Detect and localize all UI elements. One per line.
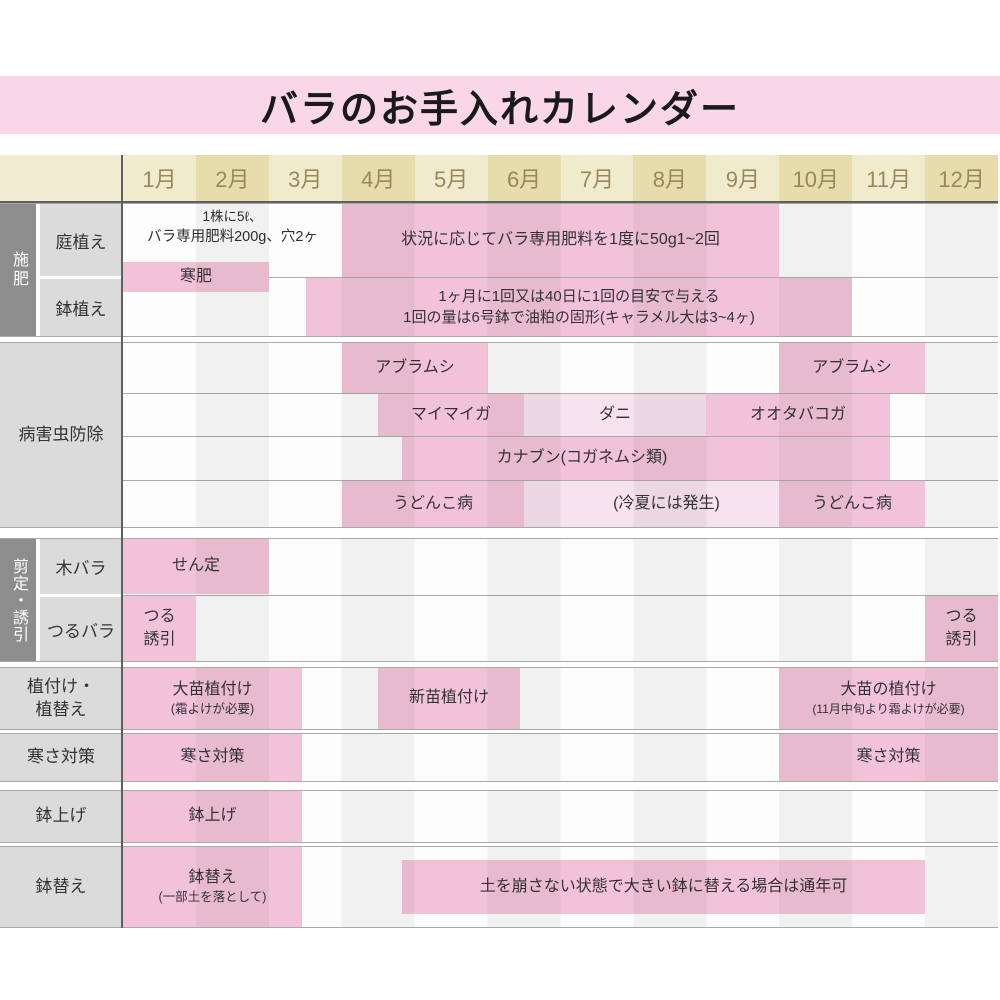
planting-label-line1: 植付け・ [27,676,95,696]
row-label-garden-planted: 庭植え [40,204,122,276]
section-label-planting: 植付け・ 植替え [0,668,122,729]
band-mildew-autumn: うどんこ病 [779,481,925,527]
month-cell-apr: 4月 [341,155,415,201]
month-cell-mar: 3月 [268,155,342,201]
month-cell-jan: 1月 [123,155,196,201]
band-pot-fertilizer: 1ヶ月に1回又は40日に1回の目安で与える 1回の量は6号鉢で油粕の固形(キャラ… [306,278,852,336]
label-column-divider [121,155,123,928]
training-jan-line1: つる [143,608,176,626]
month-cell-sep: 9月 [706,155,780,201]
band-potting-up: 鉢上げ [123,791,302,842]
training-jan-line2: 誘引 [143,630,176,648]
section-fertilizing: 施肥 庭植え 鉢植え 1株に5ℓ、 バラ専用肥料200g、穴2ヶ 状況に応じてバ… [0,203,998,337]
band-aphid-autumn: アブラムシ [779,343,925,393]
row-divider [122,480,998,481]
band-repotting-anytime-note: 土を崩さない状態で大きい鉢に替える場合は通年可 [402,860,925,914]
row-divider [122,436,998,437]
training-dec-line1: つる [945,608,978,626]
repotting-winter-line2: (一部土を落として) [158,890,267,905]
row-label-tree-rose: 木バラ [40,539,122,594]
band-repotting-winter: 鉢替え (一部土を落として) [123,847,302,927]
band-gypsy-moth: マイマイガ [378,394,524,436]
band-garden-fertilizer-apr-sep: 状況に応じてバラ専用肥料を1度に50g1~2回 [342,204,779,277]
section-repotting: 鉢替え 鉢替え (一部土を落として) 土を崩さない状態で大きい鉢に替える場合は通… [0,846,998,928]
section-cold-protection: 寒さ対策 寒さ対策 寒さ対策 [0,733,998,782]
month-cell-jul: 7月 [560,155,634,201]
group-label-fertilizing: 施肥 [0,204,36,336]
page-title: バラのお手入れカレンダー [259,88,740,131]
row-label-climbing-rose: つるバラ [40,597,122,661]
band-scarab-beetle: カナブン(コガネムシ類) [402,437,890,480]
pot-fertilizer-line1: 1ヶ月に1回又は40日に1回の目安で与える [438,288,720,305]
month-header-row: 1月 2月 3月 4月 5月 6月 7月 8月 9月 10月 11月 12月 [0,155,999,201]
header-corner-cell [0,155,123,201]
band-large-seedling-winter: 大苗植付け (霜よけが必要) [123,668,302,729]
mildew-note-label: (冷夏には発生) [613,494,720,512]
band-mildew-summer-note: (冷夏には発生) [524,481,779,527]
garden-fertilizer-note-line2: バラ専用肥料200g、穴2ヶ [147,229,318,246]
month-cell-dec: 12月 [925,155,999,201]
large-seedling-autumn-line1: 大苗の植付け [840,680,937,698]
section-planting-repotting: 植付け・ 植替え 大苗植付け (霜よけが必要) 新苗植付け 大苗の植付け (11… [0,667,998,730]
section-label-repotting: 鉢替え [0,847,122,927]
band-aphid-spring: アブラムシ [342,343,488,393]
band-cold-protection-autumn: 寒さ対策 [779,734,998,781]
section-pest-control: 病害虫防除 アブラムシ アブラムシ マイマイガ ダニ オオタバコガ カナブン(コ… [0,342,998,528]
month-cell-feb: 2月 [195,155,269,201]
planting-label-line2: 植替え [35,699,87,719]
month-cell-jun: 6月 [487,155,561,201]
repotting-winter-line1: 鉢替え [188,869,237,887]
month-cell-may: 5月 [414,155,488,201]
garden-fertilizer-note: 1株に5ℓ、 バラ専用肥料200g、穴2ヶ [123,207,342,248]
page-title-band: バラのお手入れカレンダー [0,76,1000,134]
band-large-seedling-autumn: 大苗の植付け (11月中旬より霜よけが必要) [779,668,998,729]
band-training-jan: つる 誘引 [123,596,196,661]
band-pruning: せん定 [123,539,269,594]
month-cell-aug: 8月 [633,155,707,201]
header-divider [0,201,998,203]
band-new-seedling-spring: 新苗植付け [378,668,520,729]
section-label-pest-control: 病害虫防除 [0,343,122,527]
band-winter-fertilizer: 寒肥 [123,262,269,292]
section-potting-up: 鉢上げ 鉢上げ [0,790,998,843]
section-label-cold-protection: 寒さ対策 [0,734,122,781]
band-mildew-spring: うどんこ病 [342,481,524,527]
pot-fertilizer-line2: 1回の量は6号鉢で油粕の固形(キャラメル大は3~4ヶ) [403,309,755,326]
large-seedling-winter-line1: 大苗植付け [172,680,253,698]
training-dec-line2: 誘引 [945,630,978,648]
large-seedling-autumn-line2: (11月中旬より霜よけが必要) [812,702,965,717]
row-divider [122,595,998,596]
section-pruning-training: 剪定・誘引 木バラ つるバラ せん定 つる 誘引 つる 誘引 [0,538,998,662]
large-seedling-winter-line2: (霜よけが必要) [170,701,255,716]
row-label-pot-planted: 鉢植え [40,279,122,336]
scarab-beetle-label: カナブン(コガネムシ類) [496,449,668,467]
month-cell-nov: 11月 [852,155,926,201]
garden-fertilizer-note-line1: 1株に5ℓ、 [202,209,263,224]
section-label-potting-up: 鉢上げ [0,791,122,842]
band-cold-protection-winter: 寒さ対策 [123,734,302,781]
row-divider [122,393,998,394]
row-divider [122,277,998,278]
band-tobacco-budworm: オオタバコガ [706,394,890,436]
group-label-pruning: 剪定・誘引 [0,539,36,661]
month-cell-oct: 10月 [779,155,853,201]
band-training-dec: つる 誘引 [925,596,998,661]
band-mite: ダニ [524,394,706,436]
